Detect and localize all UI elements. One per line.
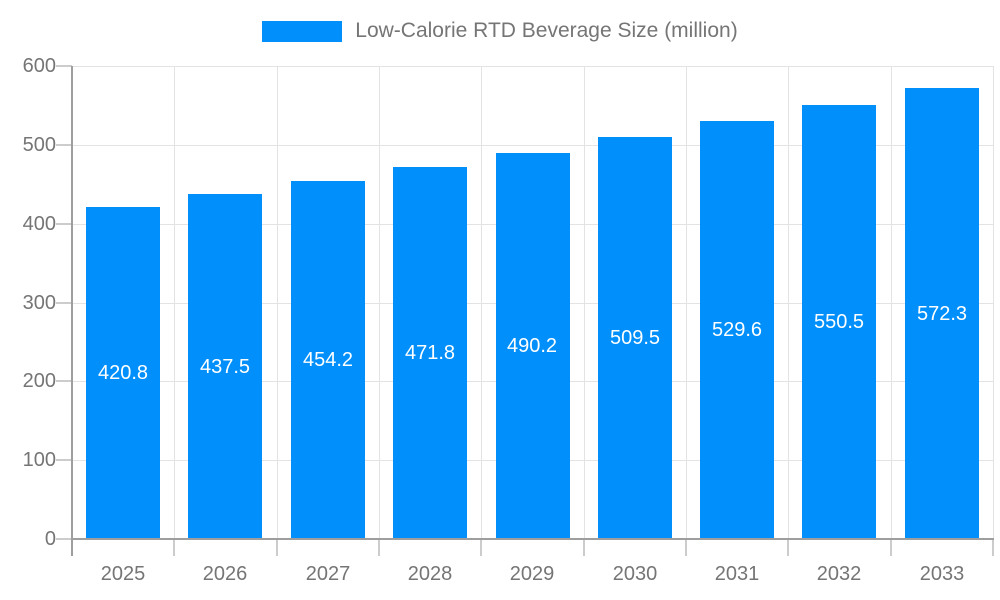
y-axis-label: 100	[22, 449, 56, 471]
x-axis-label: 2026	[202, 563, 248, 585]
x-gridline	[379, 66, 380, 539]
x-axis-label: 2030	[612, 563, 658, 585]
y-tick-mark	[56, 302, 72, 304]
bar[interactable]	[598, 137, 672, 539]
bar-value-label: 420.8	[97, 362, 149, 384]
y-tick-mark	[56, 223, 72, 225]
x-axis-label: 2033	[919, 563, 965, 585]
bar[interactable]	[700, 121, 774, 539]
x-axis-label: 2032	[816, 563, 862, 585]
x-axis-label: 2027	[305, 563, 351, 585]
y-axis-line	[71, 66, 73, 556]
x-axis-label: 2025	[100, 563, 146, 585]
x-tick-mark	[583, 539, 585, 556]
x-tick-mark	[480, 539, 482, 556]
bar[interactable]	[802, 105, 876, 539]
bar[interactable]	[905, 88, 979, 539]
bar[interactable]	[291, 181, 365, 539]
y-axis-label: 300	[22, 292, 56, 314]
y-tick-mark	[56, 459, 72, 461]
x-gridline	[174, 66, 175, 539]
bar-value-label: 490.2	[506, 335, 558, 357]
bar-value-label: 437.5	[199, 356, 251, 378]
y-tick-mark	[56, 380, 72, 382]
y-tick-mark	[56, 538, 72, 540]
bar-value-label: 550.5	[813, 311, 865, 333]
bar[interactable]	[393, 167, 467, 539]
y-axis-label: 500	[22, 134, 56, 156]
x-gridline	[686, 66, 687, 539]
x-gridline	[584, 66, 585, 539]
x-gridline	[788, 66, 789, 539]
legend-label: Low-Calorie RTD Beverage Size (million)	[355, 19, 738, 42]
bar-value-label: 509.5	[609, 327, 661, 349]
x-gridline	[891, 66, 892, 539]
x-gridline	[993, 66, 994, 539]
x-tick-mark	[890, 539, 892, 556]
x-axis-label: 2029	[509, 563, 555, 585]
x-axis-label: 2031	[714, 563, 760, 585]
y-axis-label: 0	[44, 528, 56, 550]
chart-legend[interactable]: Low-Calorie RTD Beverage Size (million)	[0, 19, 1000, 43]
x-axis-label: 2028	[407, 563, 453, 585]
bar-value-label: 572.3	[916, 303, 968, 325]
y-gridline	[72, 66, 993, 67]
y-axis-label: 200	[22, 370, 56, 392]
legend-swatch	[262, 20, 343, 42]
y-tick-mark	[56, 65, 72, 67]
bar[interactable]	[188, 194, 262, 539]
bar-value-label: 471.8	[404, 342, 456, 364]
y-axis-label: 600	[22, 55, 56, 77]
x-gridline	[277, 66, 278, 539]
x-gridline	[481, 66, 482, 539]
x-tick-mark	[685, 539, 687, 556]
x-axis-line	[71, 538, 994, 540]
x-tick-mark	[378, 539, 380, 556]
y-gridline	[72, 145, 993, 146]
x-tick-mark	[992, 539, 994, 556]
y-tick-mark	[56, 144, 72, 146]
x-tick-mark	[173, 539, 175, 556]
bar[interactable]	[496, 153, 570, 539]
x-tick-mark	[276, 539, 278, 556]
bar-value-label: 529.6	[711, 319, 763, 341]
y-axis-label: 400	[22, 213, 56, 235]
bar[interactable]	[86, 207, 160, 539]
x-tick-mark	[787, 539, 789, 556]
bar-value-label: 454.2	[302, 349, 354, 371]
